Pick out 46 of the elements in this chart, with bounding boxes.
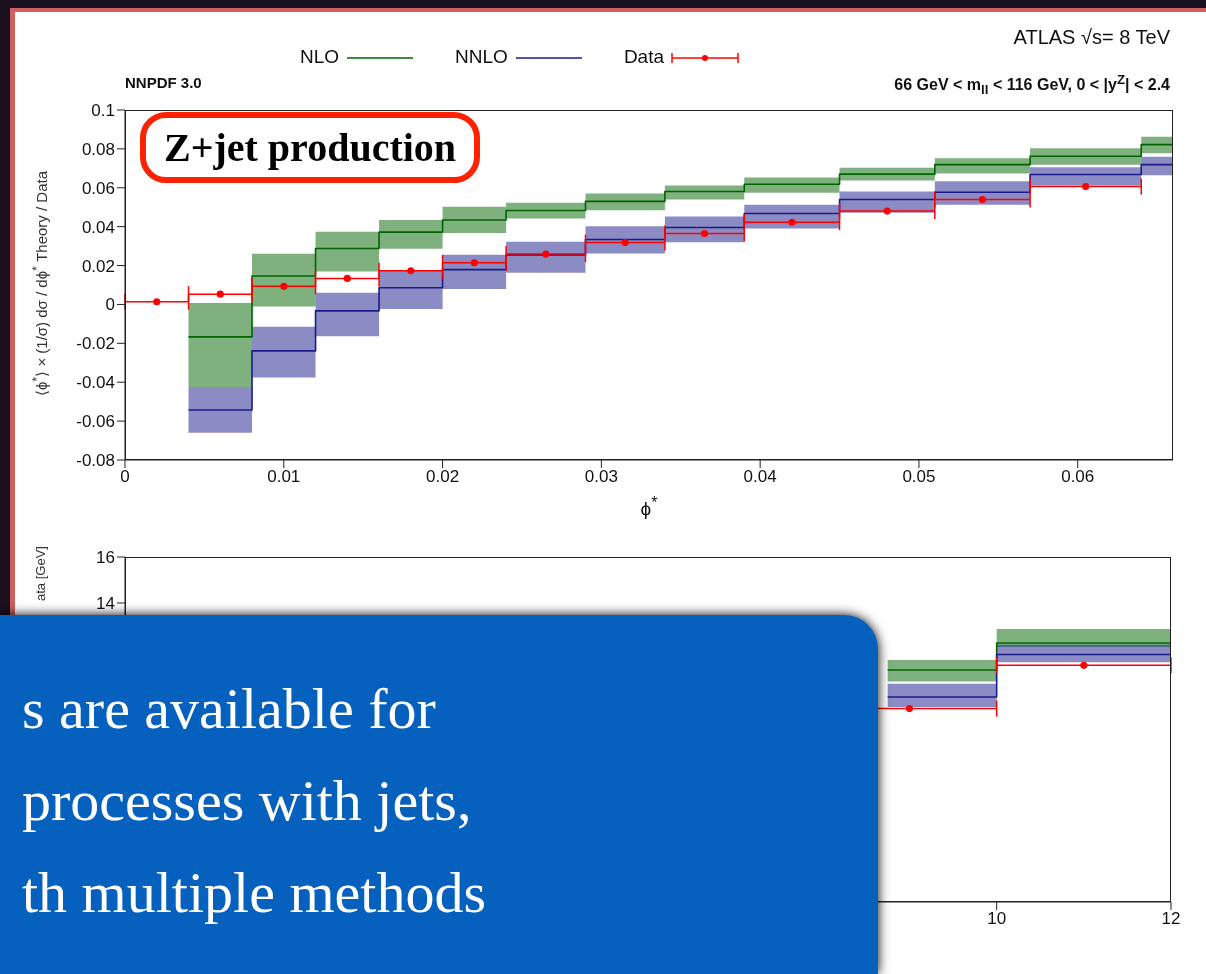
point xyxy=(470,259,478,267)
text: ATLAS √s= 8 TeV xyxy=(1013,26,1170,48)
y-tick-label: 14 xyxy=(96,594,115,614)
point xyxy=(153,298,161,306)
y-tick-label: 0.02 xyxy=(81,256,115,276)
y-tick-label: 0 xyxy=(105,295,115,315)
x-tick-label: 10 xyxy=(987,909,1007,929)
x-tick-label: 0.02 xyxy=(426,467,460,487)
legend-label: Data xyxy=(623,46,665,67)
x-tick-label: 0.04 xyxy=(743,467,777,487)
point xyxy=(1082,183,1090,191)
x-tick-label: 0.03 xyxy=(584,467,618,487)
x-tick-label: 0.05 xyxy=(902,467,936,487)
text: 66 GeV < m$_{ll}$ < 116 GeV, 0 < |y$^{Z}$| < 2.4 xyxy=(894,72,1170,98)
annotation: s are available for xyxy=(22,676,436,741)
annotation: processes with jets, xyxy=(22,768,472,833)
point xyxy=(216,290,224,298)
y-axis-title: ata [GeV] xyxy=(32,546,48,601)
x-tick-label: 0.06 xyxy=(1061,467,1095,487)
point xyxy=(701,229,709,238)
point xyxy=(407,267,415,275)
annotation: Z+jet production xyxy=(164,125,457,170)
legend-label: NLO xyxy=(300,46,340,67)
legend-label: NNLO xyxy=(455,46,508,67)
text: NNPDF 3.0 xyxy=(125,74,202,91)
y-tick-label: -0.04 xyxy=(76,373,115,393)
x-axis-title: ϕ$^{*}$ xyxy=(640,494,658,520)
y-tick-label: -0.06 xyxy=(76,412,115,432)
y-tick-label: -0.02 xyxy=(76,334,115,354)
x-tick-label: 0 xyxy=(120,467,130,487)
annotation: th multiple methods xyxy=(22,860,486,925)
point xyxy=(621,239,629,247)
y-tick-label: 0.04 xyxy=(81,217,115,237)
y-tick-label: 0.06 xyxy=(81,178,115,198)
point xyxy=(788,218,796,226)
point xyxy=(883,207,891,215)
x-tick-label: 0.01 xyxy=(267,467,301,487)
y-tick-label: 0.1 xyxy=(91,101,115,121)
point xyxy=(343,274,351,282)
point xyxy=(978,195,987,204)
y-tick-label: 0.08 xyxy=(81,139,115,159)
y-tick-label: -0.08 xyxy=(76,451,115,471)
x-tick-label: 12 xyxy=(1161,909,1181,929)
point xyxy=(280,282,288,290)
point xyxy=(542,250,550,258)
y-tick-label: 16 xyxy=(96,548,115,568)
